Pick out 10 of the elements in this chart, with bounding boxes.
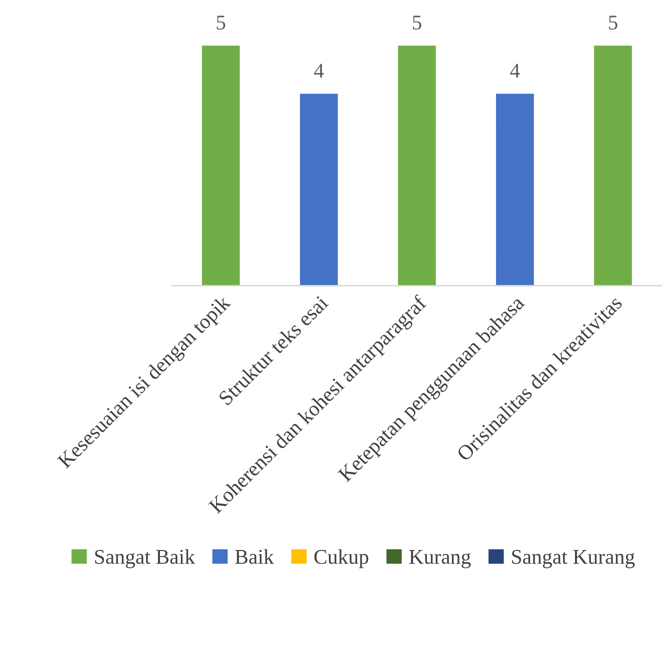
legend-label: Sangat Baik bbox=[95, 549, 196, 568]
data-label: 5 bbox=[216, 16, 226, 30]
data-label: 5 bbox=[412, 16, 422, 30]
data-label: 4 bbox=[510, 64, 520, 78]
legend-label: Sangat Kurang bbox=[512, 550, 635, 568]
data-label: 5 bbox=[608, 16, 618, 30]
legend-label: Baik bbox=[235, 549, 274, 564]
data-label: 4 bbox=[314, 64, 324, 78]
legend-label: Kurang bbox=[409, 550, 471, 568]
legend-label: Cukup bbox=[314, 549, 368, 568]
